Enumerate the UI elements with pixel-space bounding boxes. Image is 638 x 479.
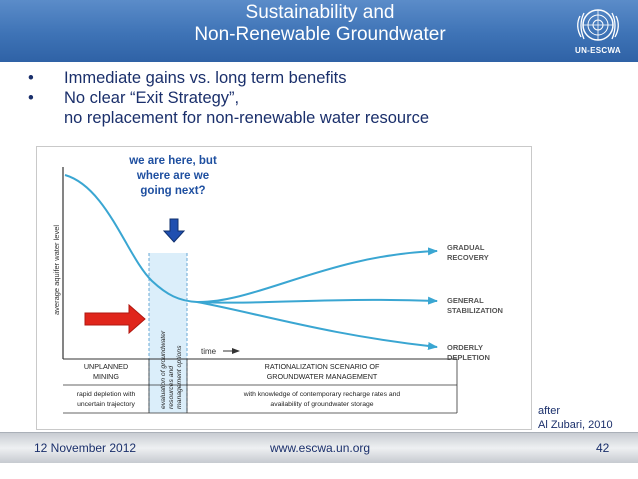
evaluation-band	[149, 253, 187, 413]
phase-right-title-1: RATIONALIZATION SCENARIO OF	[265, 362, 380, 371]
un-escwa-logo: UN-ESCWA	[566, 4, 630, 60]
band-label-2: resources and	[168, 366, 175, 409]
phase-left-title-1: UNPLANNED	[84, 362, 128, 371]
right-arrow-icon	[84, 303, 146, 335]
title-line-2: Non-Renewable Groundwater	[194, 24, 446, 45]
phase-left-desc-1: rapid depletion with	[77, 391, 136, 398]
credit-line-1: after	[538, 405, 561, 417]
footer-date: 12 November 2012	[34, 441, 137, 455]
curve-label-stabilization-1: GENERAL	[447, 296, 484, 305]
credit-line-2: Al Zubari, 2010	[538, 419, 613, 431]
band-label-1: evaluation of groundwater	[160, 330, 167, 409]
title-line-1: Sustainability and	[245, 2, 395, 23]
groundwater-scenario-diagram: average aquifer water level GRADUAL RECO…	[36, 146, 532, 430]
curve-label-recovery-2: RECOVERY	[447, 253, 489, 262]
time-label: time	[201, 347, 217, 356]
phase-right-desc-2: availability of groundwater storage	[270, 401, 373, 408]
slide-title: Sustainability and Non-Renewable Groundw…	[120, 2, 520, 46]
page-number: 42	[596, 441, 610, 455]
curve-label-stabilization-2: STABILIZATION	[447, 306, 503, 315]
logo-label: UN-ESCWA	[575, 46, 621, 55]
bullet-dot: •	[28, 69, 34, 87]
curve-label-depletion-2: DEPLETION	[447, 353, 490, 362]
annotation-line-3: going next?	[140, 185, 205, 197]
phase-right-title-2: GROUNDWATER MANAGEMENT	[267, 372, 378, 381]
annotation-line-2: where are we	[136, 170, 209, 182]
phase-left-title-2: MINING	[93, 372, 119, 381]
curve-orderly-depletion	[196, 301, 438, 350]
slide-footer: 12 November 2012 www.escwa.un.org 42	[0, 432, 638, 463]
y-axis-label: average aquifer water level	[52, 225, 61, 315]
footer-url[interactable]: www.escwa.un.org	[270, 441, 371, 455]
bullet-text: No clear “Exit Strategy”,	[64, 89, 240, 107]
curve-gradual-recovery	[64, 174, 438, 304]
curve-general-stabilization	[196, 296, 438, 305]
phase-right-desc-1: with knowledge of contemporary recharge …	[243, 391, 401, 398]
diagram-canvas: average aquifer water level GRADUAL RECO…	[52, 155, 503, 414]
down-arrow-icon	[162, 218, 186, 243]
annotation-line-1: we are here, but	[128, 155, 217, 167]
source-credit: after Al Zubari, 2010	[538, 404, 613, 432]
bullet-continuation: no replacement for non-renewable water r…	[64, 109, 430, 127]
bullet-text: Immediate gains vs. long term benefits	[64, 69, 347, 87]
curve-label-depletion-1: ORDERLY	[447, 343, 483, 352]
phase-left-desc-2: uncertain trajectory	[77, 401, 135, 408]
bullet-list: • Immediate gains vs. long term benefits…	[28, 68, 628, 128]
bullet-dot: •	[28, 89, 34, 107]
slide-header: Sustainability and Non-Renewable Groundw…	[0, 0, 638, 62]
curve-label-recovery-1: GRADUAL	[447, 243, 485, 252]
band-label-3: management options	[176, 345, 183, 409]
bullet-item: • No clear “Exit Strategy”, no replaceme…	[28, 88, 628, 128]
bullet-item: • Immediate gains vs. long term benefits	[28, 68, 628, 88]
un-emblem-icon	[577, 9, 619, 41]
